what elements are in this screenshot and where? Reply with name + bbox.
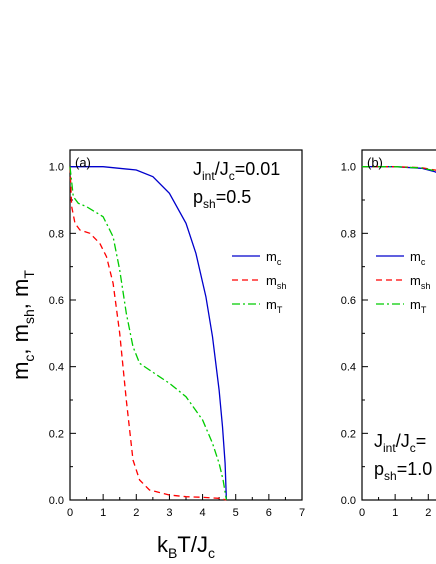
annotation-b-0: Jint/Jc= — [374, 431, 426, 455]
annotation-a-1: psh=0.5 — [193, 187, 251, 211]
annotation-a-0: Jint/Jc=0.01 — [193, 159, 280, 183]
annotation-b-1: psh=1.0 — [374, 459, 432, 483]
legend-label-msh-b: msh — [410, 273, 430, 291]
x-tick-label-b: 2 — [425, 507, 431, 519]
panel-b-chart: 0.0 0.2 0.4 0.6 0.8 1.0 0 1 2 mc msh mT Jint/Jc= psh=… — [341, 149, 436, 519]
x-tick-label-a: 0 — [67, 507, 73, 519]
y-tick-label-a: 0.0 — [49, 495, 64, 507]
y-tick-label-b: 0.2 — [341, 428, 356, 440]
legend-label-mT-b: mT — [410, 297, 427, 315]
x-tick-label-a: 3 — [166, 507, 172, 519]
x-tick-label-a: 6 — [266, 507, 272, 519]
series-line-mT-a — [69, 166, 228, 501]
x-tick-label-a: 1 — [100, 507, 106, 519]
y-tick-label-b: 0.8 — [341, 228, 356, 240]
legend-label-mc-a: mc — [266, 249, 282, 267]
panel-label-a: (a) — [75, 155, 91, 170]
series-group-b: mc msh mT Jint/Jc= psh=1.0 — [362, 166, 436, 483]
y-tick-label-a: 0.2 — [49, 428, 64, 440]
axis-labels: mc​, msh​, mT​ kBT/Jc — [8, 270, 215, 561]
plot-frame-a — [69, 149, 303, 501]
legend-label-msh-a: msh — [266, 273, 286, 291]
x-tick-label-a: 4 — [200, 507, 206, 519]
y-tick-label-b: 0.4 — [341, 362, 356, 374]
series-group-a — [69, 166, 228, 501]
panel-a-chart: 0.0 0.2 0.4 0.6 0.8 1.0 0 1 2 3 4 5 6 7 (a) mc msh mT Jint… — [49, 149, 305, 519]
y-axis-title: mc​, msh​, mT​ — [8, 270, 37, 380]
x-tick-label-a: 7 — [299, 507, 305, 519]
x-tick-label-a: 5 — [233, 507, 239, 519]
series-line-msh-a — [69, 166, 227, 501]
x-tick-label-a: 2 — [133, 507, 139, 519]
series-line-mT-b — [362, 166, 436, 172]
x-axis-title: kBT/Jc — [157, 532, 215, 561]
y-tick-label-a: 1.0 — [49, 162, 64, 174]
x-tick-label-b: 1 — [392, 507, 398, 519]
y-tick-label-b: 0.0 — [341, 495, 356, 507]
y-tick-label-a: 0.6 — [49, 295, 64, 307]
x-tick-label-b: 0 — [359, 507, 365, 519]
y-tick-label-a: 0.8 — [49, 228, 64, 240]
legend-label-mc-b: mc — [410, 249, 426, 267]
y-tick-label-b: 1.0 — [341, 162, 356, 174]
y-tick-label-b: 0.6 — [341, 295, 356, 307]
panel-label-b: (b) — [367, 155, 383, 170]
plot-frame-b — [361, 149, 436, 501]
legend-label-mT-a: mT — [266, 297, 283, 315]
y-tick-label-a: 0.4 — [49, 362, 64, 374]
series-line-mc-a — [70, 166, 228, 501]
